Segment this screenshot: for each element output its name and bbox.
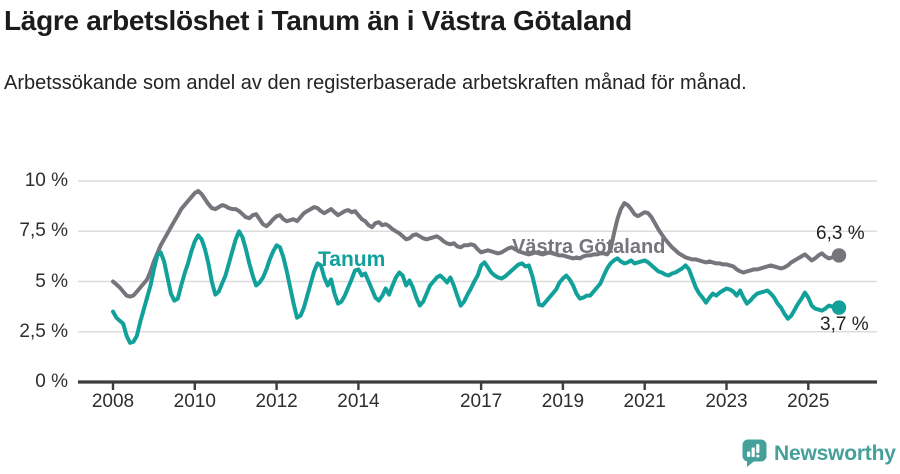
x-axis-tick-label: 2021 <box>623 391 666 412</box>
y-axis-tick-label: 7,5 % <box>19 220 68 241</box>
y-axis-tick-label: 5 % <box>35 270 68 292</box>
x-axis-tick-label: 2017 <box>459 391 503 412</box>
x-axis-tick-label: 2010 <box>173 391 216 412</box>
series-line-tanum <box>111 229 841 345</box>
newsworthy-wordmark: Newsworthy <box>774 441 896 465</box>
x-axis-tick-label: 2025 <box>787 391 830 412</box>
x-axis-tick-label: 2012 <box>255 391 298 412</box>
y-axis-tick-label: 0 % <box>35 371 68 392</box>
chart-title: Lägre arbetslöshet i Tanum än i Västra G… <box>4 5 632 36</box>
x-axis <box>78 380 877 390</box>
series-end-dot-tanum <box>831 300 847 315</box>
series-line-vastra-gotaland <box>111 189 841 299</box>
x-axis-tick-label: 2019 <box>541 391 585 412</box>
x-axis-tick-label: 2008 <box>91 391 135 412</box>
y-axis-tick-label: 2,5 % <box>19 320 68 342</box>
end-value-label-vastra-gotaland: 6,3 % <box>816 223 865 244</box>
newsworthy-logo-icon <box>742 439 767 467</box>
series-end-dot-vastra-gotaland <box>831 248 847 263</box>
y-axis-tick-label: 10 % <box>24 170 68 191</box>
newsworthy-brand-link[interactable]: Newsworthy <box>742 439 896 468</box>
x-axis-tick-label: 2014 <box>337 391 380 412</box>
x-axis-tick-label: 2023 <box>705 391 748 412</box>
series-label-vastra-gotaland: Västra Götaland <box>512 236 666 258</box>
series-lines <box>111 189 847 345</box>
chart-subtitle: Arbetssökande som andel av den registerb… <box>4 72 747 94</box>
end-value-label-tanum: 3,7 % <box>820 314 869 335</box>
series-label-tanum: Tanum <box>318 248 386 271</box>
gridlines <box>78 180 877 333</box>
